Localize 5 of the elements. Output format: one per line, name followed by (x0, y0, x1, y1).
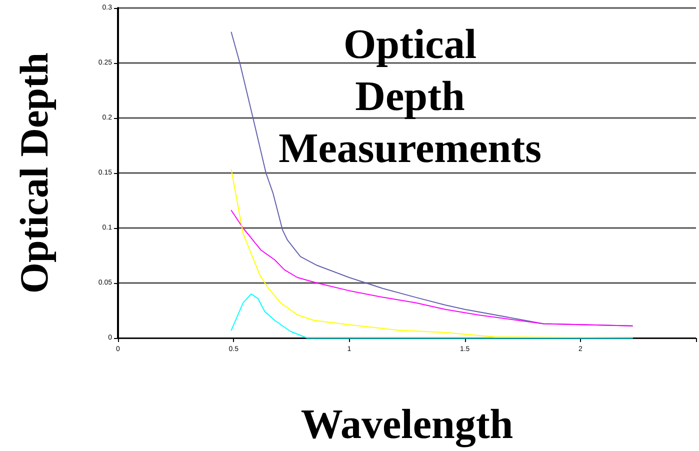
x-axis-title: Wavelength (300, 402, 514, 448)
line-series (230, 210, 633, 326)
line-series (230, 294, 633, 338)
text: Optical Depth Measurements (278, 22, 542, 172)
y-axis-title: Optical Depth (12, 52, 56, 294)
